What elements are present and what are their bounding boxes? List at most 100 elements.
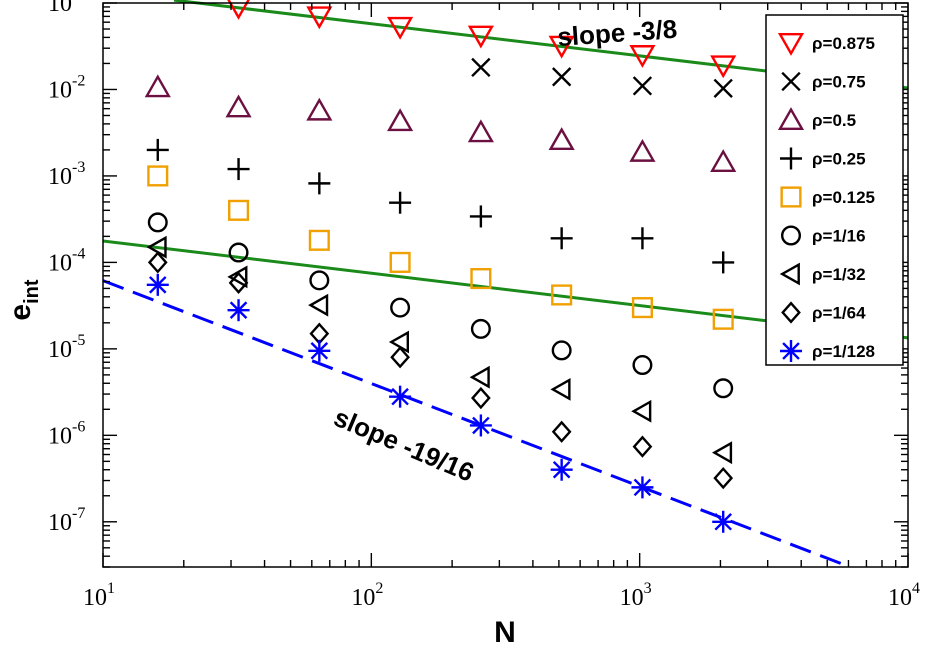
data-point-series-3-1	[144, 74, 171, 98]
data-point-series-1-1	[227, 0, 250, 20]
data-point-series-7-7	[631, 399, 652, 423]
data-point-series-7-3	[308, 293, 329, 317]
data-point-series-8-6	[551, 420, 572, 443]
x-tick-label: 103	[620, 580, 652, 611]
legend-marker-5	[780, 186, 802, 208]
y-tick-label-exp: -5	[72, 332, 85, 349]
data-point-series-7-1	[146, 235, 167, 259]
data-point-series-3-8	[710, 149, 737, 172]
x-tick-label-base: 10	[83, 585, 107, 611]
legend-label-8: ρ=1/64	[812, 304, 866, 323]
x-tick-label-exp: 2	[375, 580, 383, 597]
legend-label-7: ρ=1/32	[812, 265, 866, 284]
data-point-series-6-2	[228, 242, 249, 263]
y-tick-label-base: 10	[48, 164, 72, 190]
data-point-series-6-4	[390, 297, 411, 318]
data-point-series-5-6	[551, 284, 573, 306]
legend-item-8: ρ=1/64	[781, 301, 866, 324]
y-axis-title-sub: int	[21, 279, 43, 304]
data-point-series-4-8	[712, 251, 735, 274]
y-axis-title-main: e	[4, 304, 37, 321]
data-point-series-3-5	[467, 119, 494, 143]
slope-upper-annotation: slope -3/8	[556, 14, 678, 52]
legend-marker-7	[779, 262, 800, 286]
x-tick-label-base: 10	[351, 585, 375, 611]
x-tick-label: 101	[83, 580, 115, 611]
data-point-series-9-2	[227, 299, 250, 322]
data-point-series-3-4	[387, 108, 414, 132]
y-tick-label-exp: -3	[72, 159, 85, 176]
y-tick-label-exp: -2	[72, 72, 85, 89]
data-point-series-3-6	[548, 127, 575, 151]
data-point-series-2-4	[713, 78, 733, 99]
data-point-series-6-5	[470, 318, 491, 339]
data-point-series-9-8	[712, 510, 735, 533]
data-point-series-4-5	[469, 205, 492, 228]
x-tick-label: 104	[888, 580, 920, 611]
legend-marker-2	[781, 71, 801, 92]
data-point-series-5-1	[147, 165, 169, 187]
y-tick-label-exp: -6	[72, 418, 85, 435]
data-point-series-4-3	[308, 172, 331, 195]
y-tick-label: 10-7	[48, 505, 85, 536]
legend-item-2: ρ=0.75	[781, 71, 866, 92]
data-point-series-7-6	[550, 377, 571, 401]
data-point-series-5-2	[227, 199, 250, 221]
data-point-series-8-8	[713, 466, 734, 490]
data-point-series-2-3	[632, 76, 653, 96]
x-tick-label-base: 10	[620, 585, 644, 611]
legend-item-1: ρ=0.875	[777, 33, 875, 56]
legend: ρ=0.875 ρ=0.75 ρ=0.5 ρ=0.25 ρ=0.125 ρ=1/16 ρ=1…	[765, 14, 904, 366]
x-tick-label-exp: 4	[912, 580, 920, 597]
data-point-series-1-6	[629, 45, 656, 68]
legend-marker-3	[777, 107, 805, 131]
y-tick-label: 10-5	[48, 332, 85, 363]
legend-marker-8	[781, 301, 801, 324]
y-tick-label: 10-6	[48, 418, 85, 449]
y-tick-label-base: 10	[48, 250, 72, 276]
data-point-series-7-4	[388, 330, 410, 354]
data-point-series-1-3	[387, 16, 414, 40]
data-point-series-6-6	[551, 340, 572, 361]
fit-line-3	[102, 279, 850, 568]
data-point-series-4-4	[389, 191, 412, 214]
legend-item-7: ρ=1/32	[779, 262, 866, 286]
data-point-series-6-7	[632, 355, 653, 376]
data-point-series-8-2	[228, 271, 249, 295]
x-tick-label-base: 10	[888, 585, 912, 611]
data-point-series-6-3	[309, 270, 330, 291]
y-tick-label: 10-1	[48, 0, 85, 17]
y-tick-label-exp: -4	[72, 245, 85, 262]
legend-label-2: ρ=0.75	[812, 73, 866, 92]
data-point-series-4-6	[550, 227, 573, 250]
data-point-series-5-8	[712, 308, 734, 330]
data-point-series-5-4	[389, 251, 411, 273]
data-point-series-5-5	[470, 268, 492, 290]
data-point-series-8-5	[471, 386, 491, 410]
y-tick-label-base: 10	[48, 337, 72, 363]
legend-label-5: ρ=0.125	[812, 188, 875, 207]
legend-item-5: ρ=0.125	[780, 186, 875, 208]
legend-label-1: ρ=0.875	[812, 34, 875, 53]
data-point-series-6-8	[713, 378, 734, 399]
legend-item-9: ρ=1/128	[780, 340, 875, 362]
data-point-series-9-5	[469, 414, 492, 437]
legend-label-9: ρ=1/128	[812, 342, 875, 361]
x-tick-label: 102	[351, 580, 383, 611]
data-point-series-7-5	[469, 365, 490, 389]
data-point-series-2-1	[471, 57, 491, 78]
data-markers-layer	[144, 0, 737, 533]
data-point-series-7-8	[711, 441, 733, 465]
slope-lower-annotation: slope -19/16	[330, 402, 479, 488]
y-tick-label-base: 10	[48, 77, 72, 103]
data-point-series-9-4	[389, 385, 412, 408]
legend-marker-6	[781, 225, 802, 246]
data-point-series-8-4	[390, 346, 410, 369]
data-point-series-3-2	[225, 94, 252, 118]
legend-marker-1	[777, 33, 805, 56]
data-point-series-1-5	[548, 35, 575, 59]
y-tick-label-base: 10	[48, 510, 72, 536]
y-tick-label: 10-4	[48, 245, 85, 276]
legend-label-4: ρ=0.25	[812, 150, 866, 169]
